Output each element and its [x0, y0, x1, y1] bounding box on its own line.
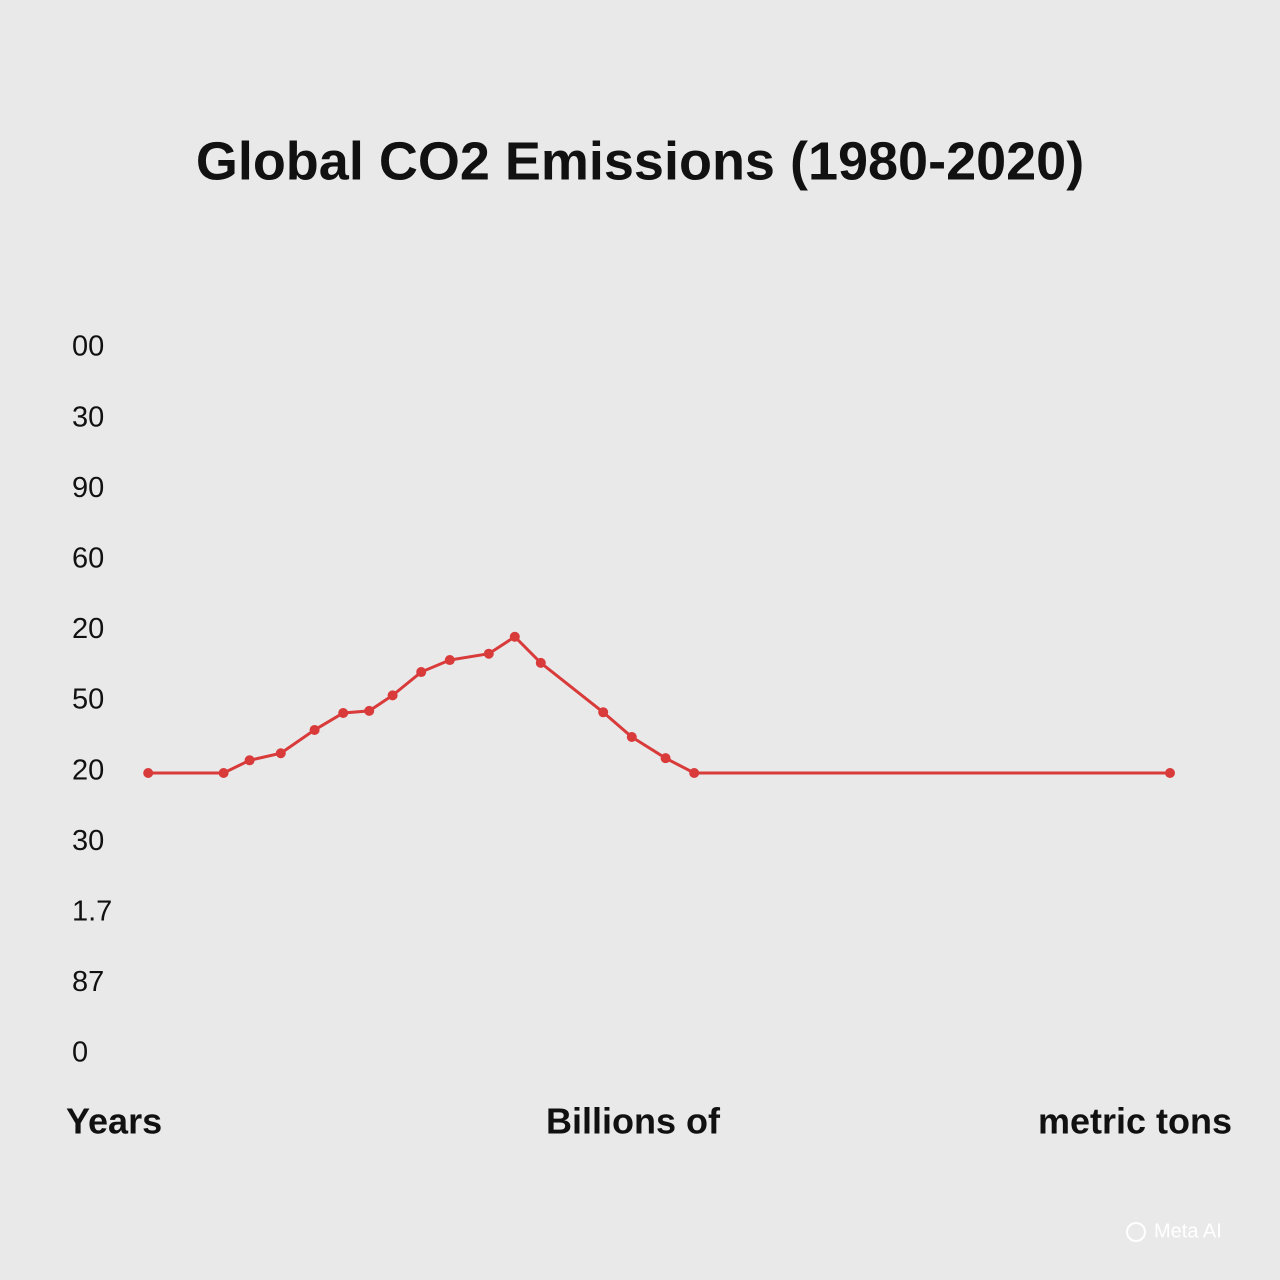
- x-axis-label: Years: [66, 1101, 162, 1142]
- point: [598, 707, 609, 718]
- y-tick-label: 87: [72, 966, 104, 998]
- point: [416, 667, 427, 678]
- point: [444, 655, 455, 666]
- point: [275, 748, 286, 759]
- y-tick-label: 30: [72, 401, 104, 433]
- point: [244, 755, 255, 766]
- point: [218, 768, 229, 779]
- point: [689, 768, 700, 779]
- y-tick-label: 20: [72, 754, 104, 786]
- point: [338, 708, 349, 719]
- y-axis-label: Billions of: [546, 1101, 721, 1142]
- y-tick-label: 1.7: [72, 895, 112, 927]
- point: [387, 690, 398, 701]
- point: [535, 657, 546, 668]
- point: [483, 648, 494, 659]
- line: [148, 634, 1170, 775]
- point: [660, 753, 671, 764]
- y-axis-label: metric tons: [1038, 1101, 1232, 1142]
- y-tick-label: 00: [72, 331, 104, 363]
- y-tick-label: 60: [72, 542, 104, 574]
- point: [309, 724, 320, 735]
- y-tick-label: 50: [72, 684, 104, 716]
- point: [143, 768, 154, 779]
- y-tick-label: 0: [72, 1037, 88, 1069]
- point: [364, 705, 375, 716]
- point: [626, 732, 637, 743]
- y-tick-label: 90: [72, 472, 104, 504]
- watermark: Meta AI: [1154, 1220, 1222, 1242]
- point: [1165, 768, 1175, 779]
- point: [509, 631, 520, 642]
- y-tick-label: 30: [72, 825, 104, 857]
- chart-title: Global CO2 Emissions (1980-2020): [196, 131, 1084, 191]
- y-tick-label: 20: [72, 613, 104, 645]
- watermark-icon: [1126, 1222, 1146, 1242]
